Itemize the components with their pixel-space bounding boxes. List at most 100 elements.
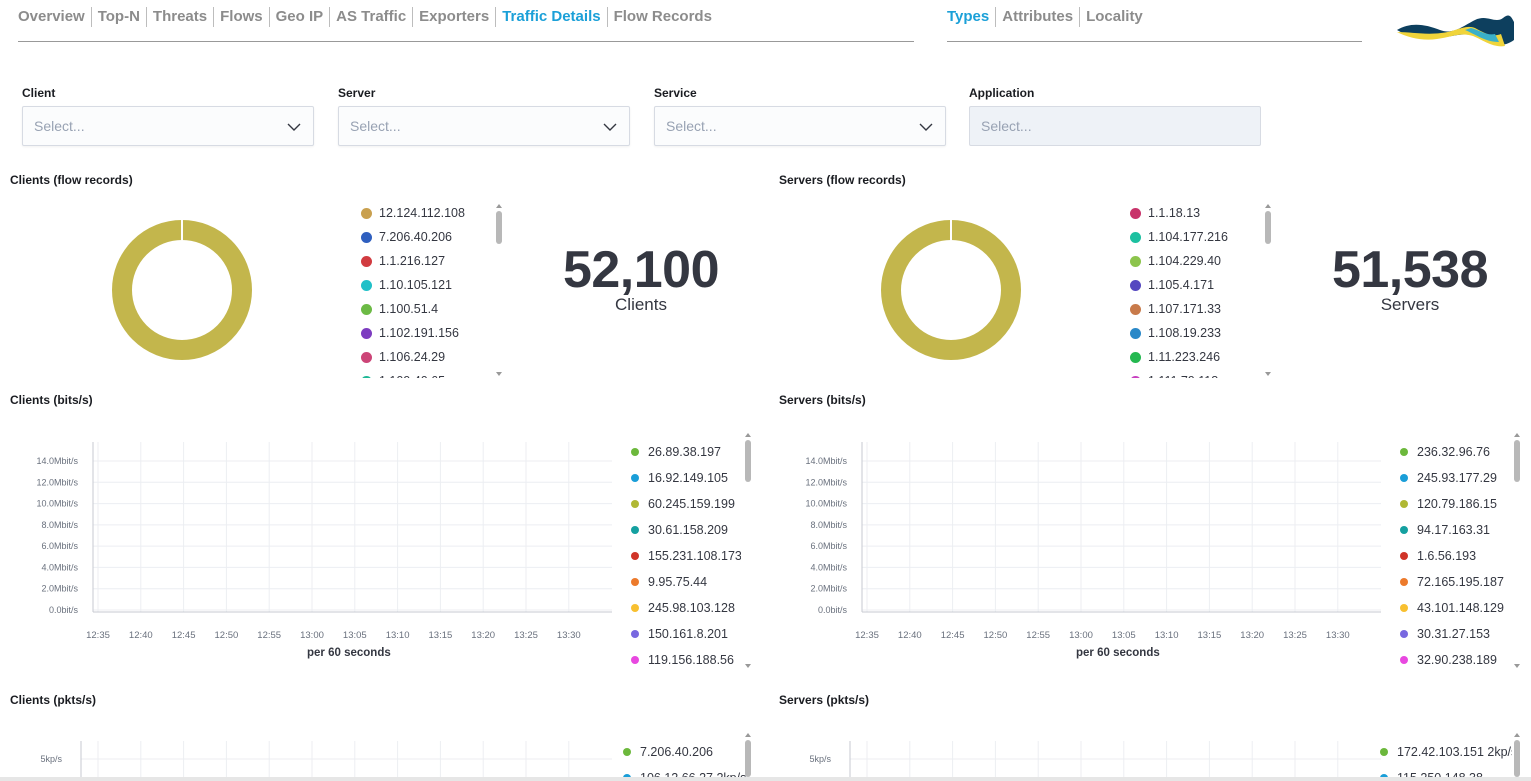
tab-threats[interactable]: Threats: [145, 7, 213, 27]
legend-item[interactable]: 1.106.24.29: [361, 345, 491, 369]
legend-item[interactable]: 1.1.18.13: [1130, 201, 1260, 225]
tab-as-traffic[interactable]: AS Traffic: [329, 7, 412, 27]
scroll-up-icon[interactable]: [745, 733, 751, 737]
scroll-down-icon[interactable]: [1265, 372, 1271, 376]
donut-slice[interactable]: [881, 220, 1021, 360]
clients-bits-legend-scrollbar[interactable]: [745, 433, 751, 669]
legend-item[interactable]: 16.92.149.105: [631, 465, 741, 491]
x-tick-label: 13:05: [1112, 630, 1136, 641]
legend-item[interactable]: 1.10.105.121: [361, 273, 491, 297]
legend-item[interactable]: 1.1.216.127: [361, 249, 491, 273]
donut-slice[interactable]: [112, 220, 252, 360]
legend-item[interactable]: 1.111.79.118: [1130, 369, 1260, 378]
service-select-placeholder: Select...: [666, 118, 717, 134]
legend-item[interactable]: 1.109.40.65: [361, 369, 491, 378]
legend-item[interactable]: 60.245.159.199: [631, 491, 741, 517]
clients-pkts-chart: 5kp/s: [40, 741, 612, 777]
legend-item[interactable]: 72.165.195.187: [1400, 569, 1510, 595]
scroll-up-icon[interactable]: [1265, 204, 1271, 208]
scroll-thumb[interactable]: [1265, 211, 1271, 244]
legend-label: 150.161.8.201: [648, 627, 728, 641]
scroll-up-icon[interactable]: [1514, 733, 1520, 737]
legend-item[interactable]: 1.104.177.216: [1130, 225, 1260, 249]
client-filter: Client Select...: [22, 86, 314, 146]
legend-item[interactable]: 119.156.188.56: [631, 647, 741, 673]
servers-flow-legend-scrollbar[interactable]: [1265, 204, 1271, 376]
legend-item[interactable]: 7.206.40.206: [361, 225, 491, 249]
legend-item[interactable]: 7.206.40.206: [623, 739, 748, 765]
legend-item[interactable]: 155.231.108.173: [631, 543, 741, 569]
legend-item[interactable]: 150.161.8.201: [631, 621, 741, 647]
legend-item[interactable]: 1.11.223.246: [1130, 345, 1260, 369]
y-tick-label: 8.0Mbit/s: [41, 520, 78, 530]
horizontal-scrollbar[interactable]: [0, 777, 1531, 781]
clients-pkts-legend-scrollbar[interactable]: [745, 733, 751, 777]
scroll-thumb[interactable]: [1514, 740, 1520, 777]
legend-item[interactable]: 1.6.56.193: [1400, 543, 1510, 569]
legend-item[interactable]: 245.93.177.29: [1400, 465, 1510, 491]
legend-label: 1.107.171.33: [1148, 302, 1221, 316]
x-tick-label: 13:30: [1326, 630, 1350, 641]
tab-top-n[interactable]: Top-N: [90, 7, 146, 27]
scroll-up-icon[interactable]: [1514, 433, 1520, 437]
server-filter-label: Server: [338, 86, 376, 100]
legend-item[interactable]: 106.12.66.27 2kp/s: [623, 765, 748, 777]
client-select[interactable]: Select...: [22, 106, 314, 146]
legend-item[interactable]: 30.61.158.209: [631, 517, 741, 543]
y-tick-label: 12.0Mbit/s: [805, 477, 847, 487]
chevron-down-icon: [287, 123, 301, 131]
legend-item[interactable]: 1.100.51.4: [361, 297, 491, 321]
legend-label: 1.102.191.156: [379, 326, 459, 340]
legend-color-swatch: [631, 552, 639, 560]
legend-item[interactable]: 12.124.112.108: [361, 201, 491, 225]
tab-geo-ip[interactable]: Geo IP: [268, 7, 330, 27]
tab-flow-records[interactable]: Flow Records: [606, 7, 718, 27]
legend-item[interactable]: 236.32.96.76: [1400, 439, 1510, 465]
legend-color-swatch: [631, 630, 639, 638]
legend-item[interactable]: 120.79.186.15: [1400, 491, 1510, 517]
legend-item[interactable]: 1.105.4.171: [1130, 273, 1260, 297]
clients-flow-legend: 12.124.112.108 7.206.40.206 1.1.216.127 1.1…: [361, 201, 491, 378]
y-tick-label: 0.0bit/s: [49, 605, 79, 615]
scroll-thumb[interactable]: [1514, 440, 1520, 482]
scroll-down-icon[interactable]: [1514, 664, 1520, 668]
legend-item[interactable]: 172.42.103.151 2kp/s: [1380, 739, 1512, 765]
subtab-attributes[interactable]: Attributes: [995, 7, 1079, 27]
scroll-up-icon[interactable]: [496, 204, 502, 208]
scroll-thumb[interactable]: [496, 211, 502, 244]
legend-item[interactable]: 1.102.191.156: [361, 321, 491, 345]
legend-item[interactable]: 94.17.163.31: [1400, 517, 1510, 543]
application-select: Select...: [969, 106, 1261, 146]
scroll-thumb[interactable]: [745, 740, 751, 777]
servers-pkts-legend-scrollbar[interactable]: [1514, 733, 1520, 777]
tab-traffic-details[interactable]: Traffic Details: [495, 7, 606, 27]
clients-flow-legend-scrollbar[interactable]: [496, 204, 502, 376]
legend-item[interactable]: 115.250.148.38: [1380, 765, 1512, 777]
x-tick-label: 13:00: [300, 630, 324, 641]
server-select[interactable]: Select...: [338, 106, 630, 146]
legend-color-swatch: [1400, 500, 1408, 508]
legend-item[interactable]: 9.95.75.44: [631, 569, 741, 595]
legend-item[interactable]: 1.107.171.33: [1130, 297, 1260, 321]
tab-exporters[interactable]: Exporters: [412, 7, 495, 27]
legend-label: 60.245.159.199: [648, 497, 735, 511]
legend-item[interactable]: 1.104.229.40: [1130, 249, 1260, 273]
scroll-down-icon[interactable]: [496, 372, 502, 376]
legend-label: 1.1.18.13: [1148, 206, 1201, 220]
legend-item[interactable]: 43.101.148.129: [1400, 595, 1510, 621]
subtab-types[interactable]: Types: [947, 8, 990, 25]
tab-overview[interactable]: Overview: [18, 8, 85, 25]
legend-item[interactable]: 1.108.19.233: [1130, 321, 1260, 345]
service-select[interactable]: Select...: [654, 106, 946, 146]
servers-bits-legend-scrollbar[interactable]: [1514, 433, 1520, 669]
legend-item[interactable]: 32.90.238.189: [1400, 647, 1510, 673]
scroll-down-icon[interactable]: [745, 664, 751, 668]
tab-flows[interactable]: Flows: [213, 7, 269, 27]
y-tick-label: 5kp/s: [40, 754, 62, 764]
legend-item[interactable]: 30.31.27.153: [1400, 621, 1510, 647]
legend-item[interactable]: 245.98.103.128: [631, 595, 741, 621]
scroll-up-icon[interactable]: [745, 433, 751, 437]
legend-item[interactable]: 26.89.38.197: [631, 439, 741, 465]
subtab-locality[interactable]: Locality: [1079, 7, 1149, 27]
scroll-thumb[interactable]: [745, 440, 751, 482]
